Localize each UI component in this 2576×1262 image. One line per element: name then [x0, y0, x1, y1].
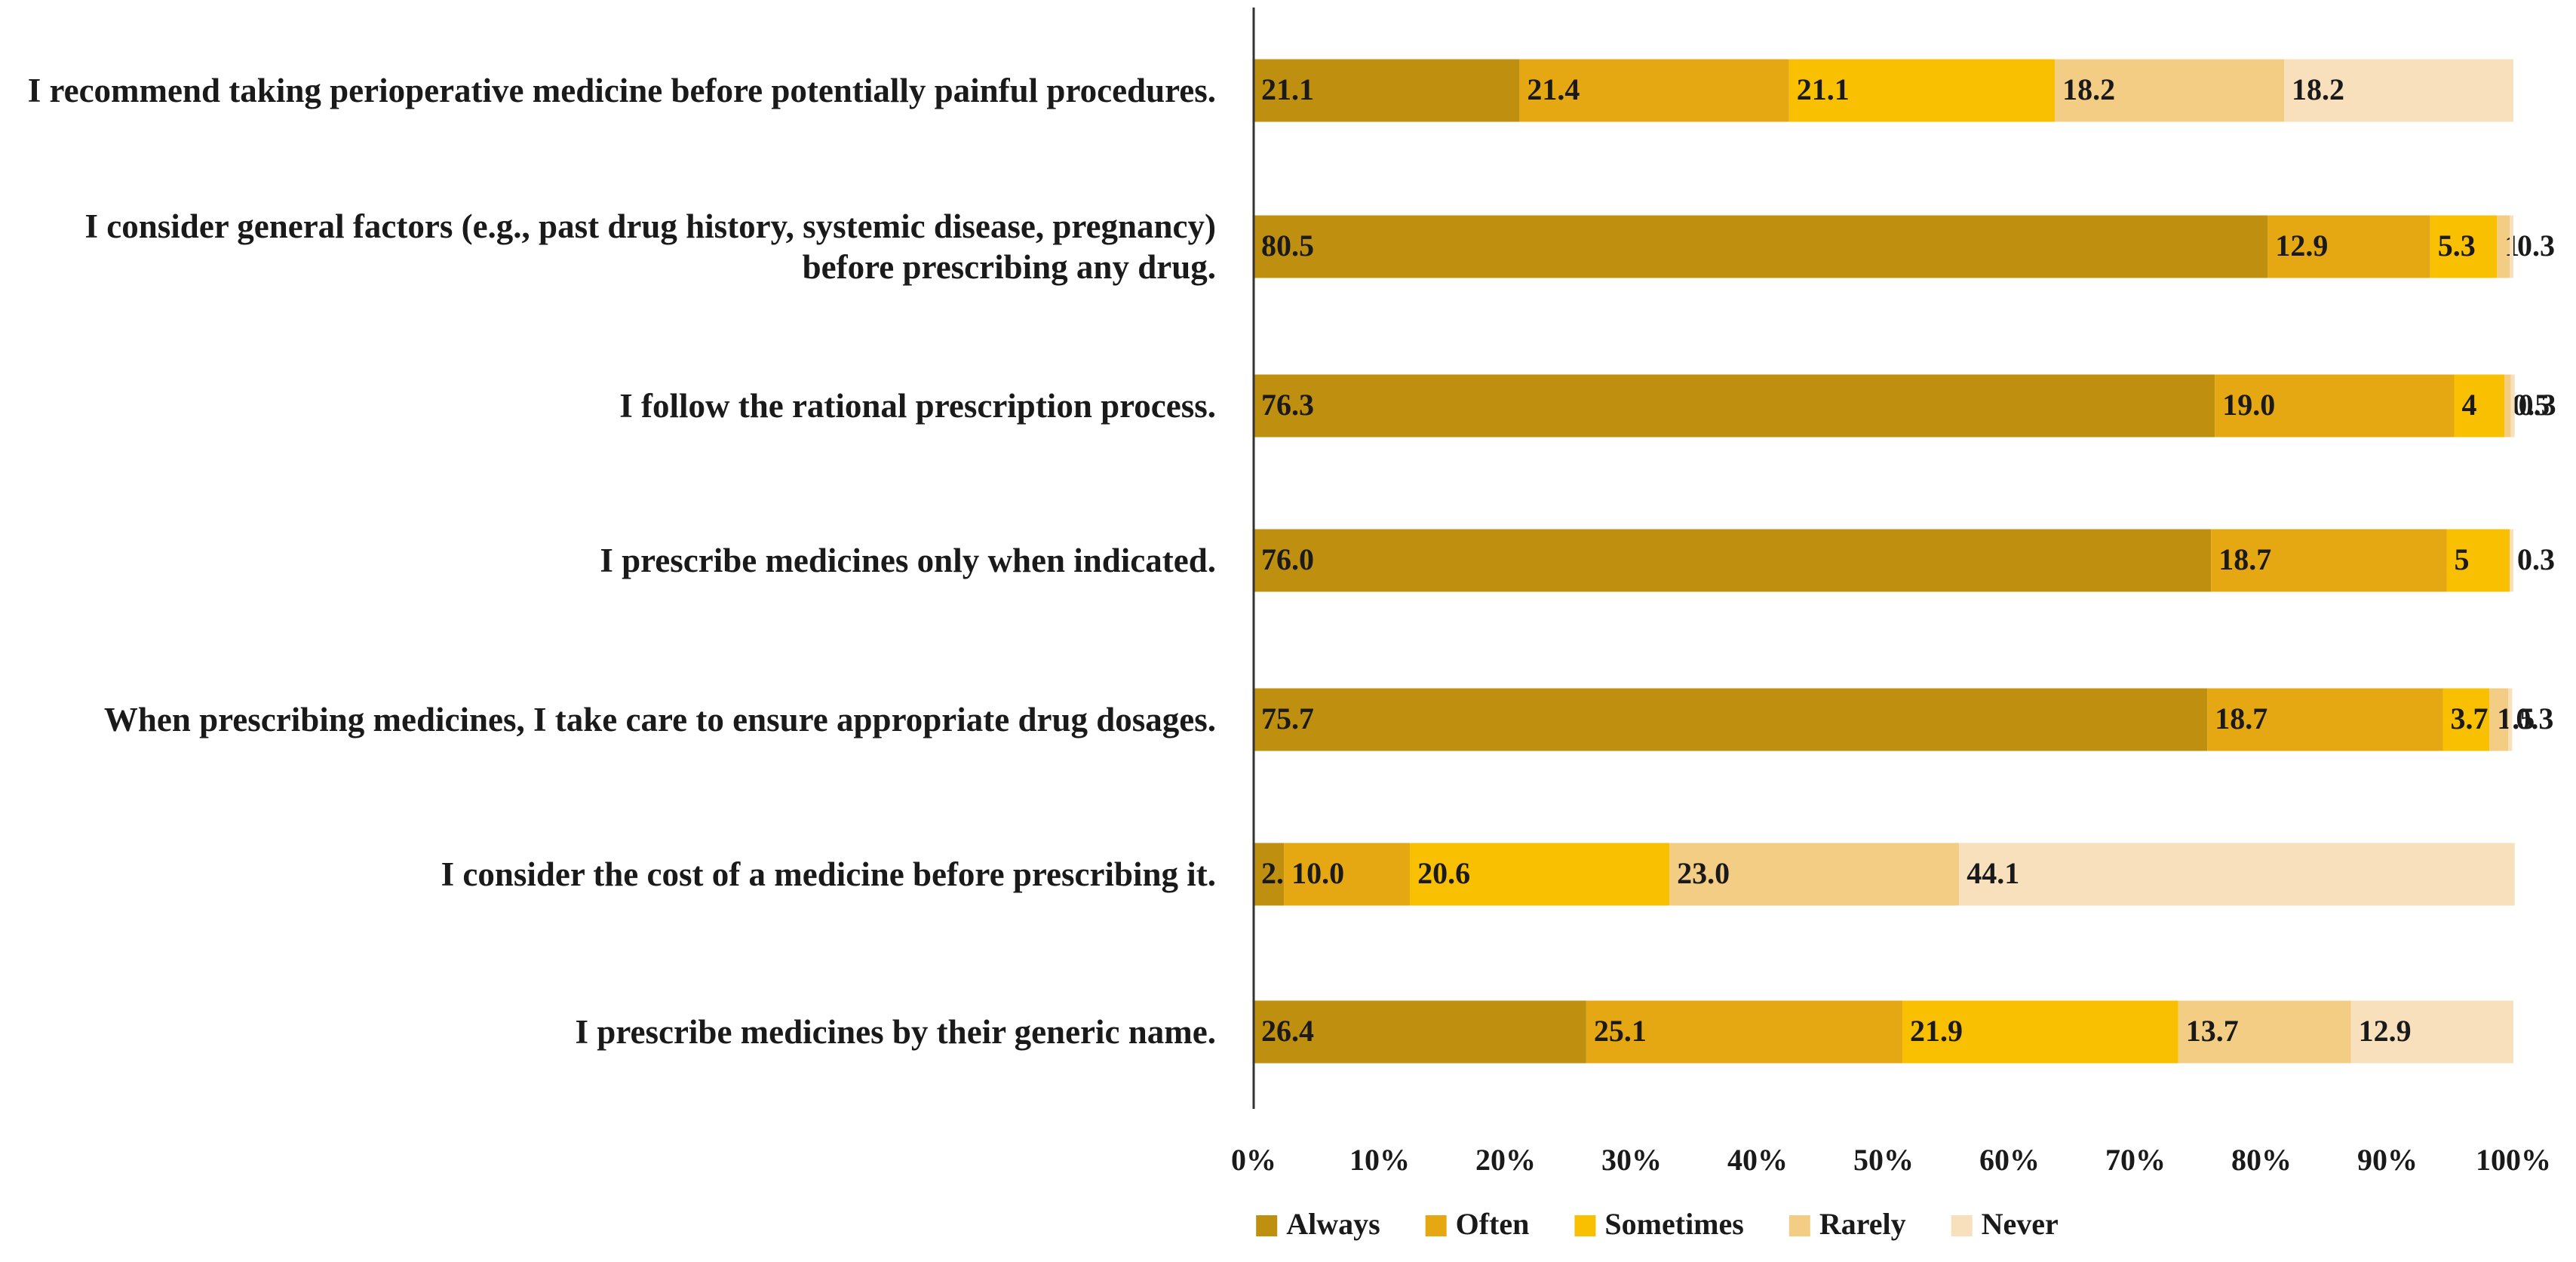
data-label: 19.0 [2222, 388, 2275, 422]
bar-segment [1959, 843, 2515, 906]
data-label: 21.4 [1527, 72, 1580, 106]
data-label: 12.9 [2359, 1014, 2412, 1048]
bar-segment [1254, 529, 2212, 592]
x-tick-label: 0% [1231, 1143, 1276, 1177]
x-tick-label: 90% [2357, 1143, 2418, 1177]
data-label: 25.1 [1594, 1014, 1647, 1048]
category-label: I consider general factors (e.g., past d… [84, 207, 1216, 286]
bar-segment [2509, 529, 2513, 592]
data-label: 0 [2517, 542, 2532, 576]
legend-label: Always [1286, 1207, 1380, 1241]
data-label: 76.0 [1261, 542, 1314, 576]
bar-segment [1788, 59, 2056, 122]
bar-segment [2267, 215, 2430, 278]
data-label: 0.3 [2517, 229, 2555, 263]
x-tick-label: 30% [1601, 1143, 1662, 1177]
data-label: 0.3 [2519, 388, 2556, 422]
data-label: 12.9 [2275, 229, 2328, 263]
data-label: 5 [2454, 542, 2469, 576]
category-label: I consider the cost of a medicine before… [441, 855, 1216, 893]
data-label: 0.3 [2517, 542, 2555, 576]
legend-swatch [1425, 1215, 1447, 1236]
legend-label: Often [1456, 1207, 1530, 1241]
data-label: 5.3 [2438, 229, 2476, 263]
bar-segment [2178, 1000, 2351, 1064]
bar-segment [1284, 843, 1411, 906]
x-tick-label: 40% [1727, 1143, 1788, 1177]
bar-segment [1254, 215, 2268, 278]
bar-segment [2442, 688, 2490, 751]
bar-segment [2430, 215, 2498, 278]
bar-segment [2489, 688, 2509, 751]
bar-segment [1254, 843, 1285, 906]
data-label: 80.5 [1261, 229, 1314, 263]
x-tick-label: 60% [1979, 1143, 2040, 1177]
bar-segment [1254, 1000, 1586, 1064]
bar-segment [2215, 374, 2455, 438]
legend-label: Sometimes [1604, 1207, 1743, 1241]
bar-segment [2454, 374, 2505, 438]
legend-swatch [1574, 1215, 1596, 1236]
data-label: 10.0 [1291, 856, 1344, 890]
data-label: 18.2 [2062, 72, 2115, 106]
bar-segment [2055, 59, 2285, 122]
x-tick-label: 50% [1853, 1143, 1914, 1177]
bar-segment [2504, 374, 2511, 438]
category-label: When prescribing medicines, I take care … [103, 701, 1216, 738]
bar-segment [1254, 374, 2215, 438]
data-label: 18.2 [2292, 72, 2344, 106]
category-label: I follow the rational prescription proce… [619, 387, 1216, 425]
data-label: 23.0 [1677, 856, 1730, 890]
bar-segment [2509, 215, 2513, 278]
data-label: 0.3 [2516, 702, 2553, 735]
bar-segment [2211, 529, 2447, 592]
bar-segment [2497, 215, 2510, 278]
bar-segment [2510, 374, 2515, 438]
bar-segment [1902, 1000, 2178, 1064]
bar-segment [2508, 688, 2513, 751]
data-label: 0.5 [2512, 388, 2550, 422]
data-label: 21.9 [1910, 1014, 1963, 1048]
data-label: 21.1 [1261, 72, 1314, 106]
category-label: I recommend taking perioperative medicin… [27, 72, 1216, 109]
data-label: 75.7 [1261, 702, 1314, 735]
data-label: 20.6 [1417, 856, 1470, 890]
data-label: 4 [2462, 388, 2477, 422]
bar-segment [2446, 529, 2510, 592]
bar-segment [1254, 688, 2208, 751]
x-tick-label: 70% [2105, 1143, 2166, 1177]
data-label: 26.4 [1261, 1014, 1314, 1048]
bar-segment [1586, 1000, 1903, 1064]
data-label: 18.7 [2218, 542, 2271, 576]
data-label: 21.1 [1797, 72, 1850, 106]
x-tick-label: 80% [2231, 1143, 2292, 1177]
legend-label: Rarely [1819, 1207, 1906, 1241]
bar-segment [1669, 843, 1960, 906]
data-label: 44.1 [1967, 856, 2019, 890]
legend-swatch [1256, 1215, 1278, 1236]
category-label: I prescribe medicines only when indicate… [600, 542, 1216, 579]
x-tick-label: 100% [2476, 1143, 2551, 1177]
bar-segment [2350, 1000, 2513, 1064]
bar-segment [2207, 688, 2443, 751]
data-label: 18.7 [2215, 702, 2267, 735]
data-label: 1.5 [2497, 702, 2535, 735]
bar-segment [1254, 59, 1520, 122]
bar-segment [1410, 843, 1670, 906]
legend-swatch [1951, 1215, 1973, 1236]
legend-swatch [1788, 1215, 1810, 1236]
data-label: 13.7 [2186, 1014, 2239, 1048]
data-label: 76.3 [1261, 388, 1314, 422]
x-tick-label: 10% [1349, 1143, 1410, 1177]
bar-segment [2284, 59, 2513, 122]
legend-label: Never [1982, 1207, 2059, 1241]
category-label: I prescribe medicines by their generic n… [575, 1013, 1216, 1051]
x-tick-label: 20% [1475, 1143, 1536, 1177]
bar-segment [1519, 59, 1789, 122]
data-label: 3.7 [2450, 702, 2488, 735]
